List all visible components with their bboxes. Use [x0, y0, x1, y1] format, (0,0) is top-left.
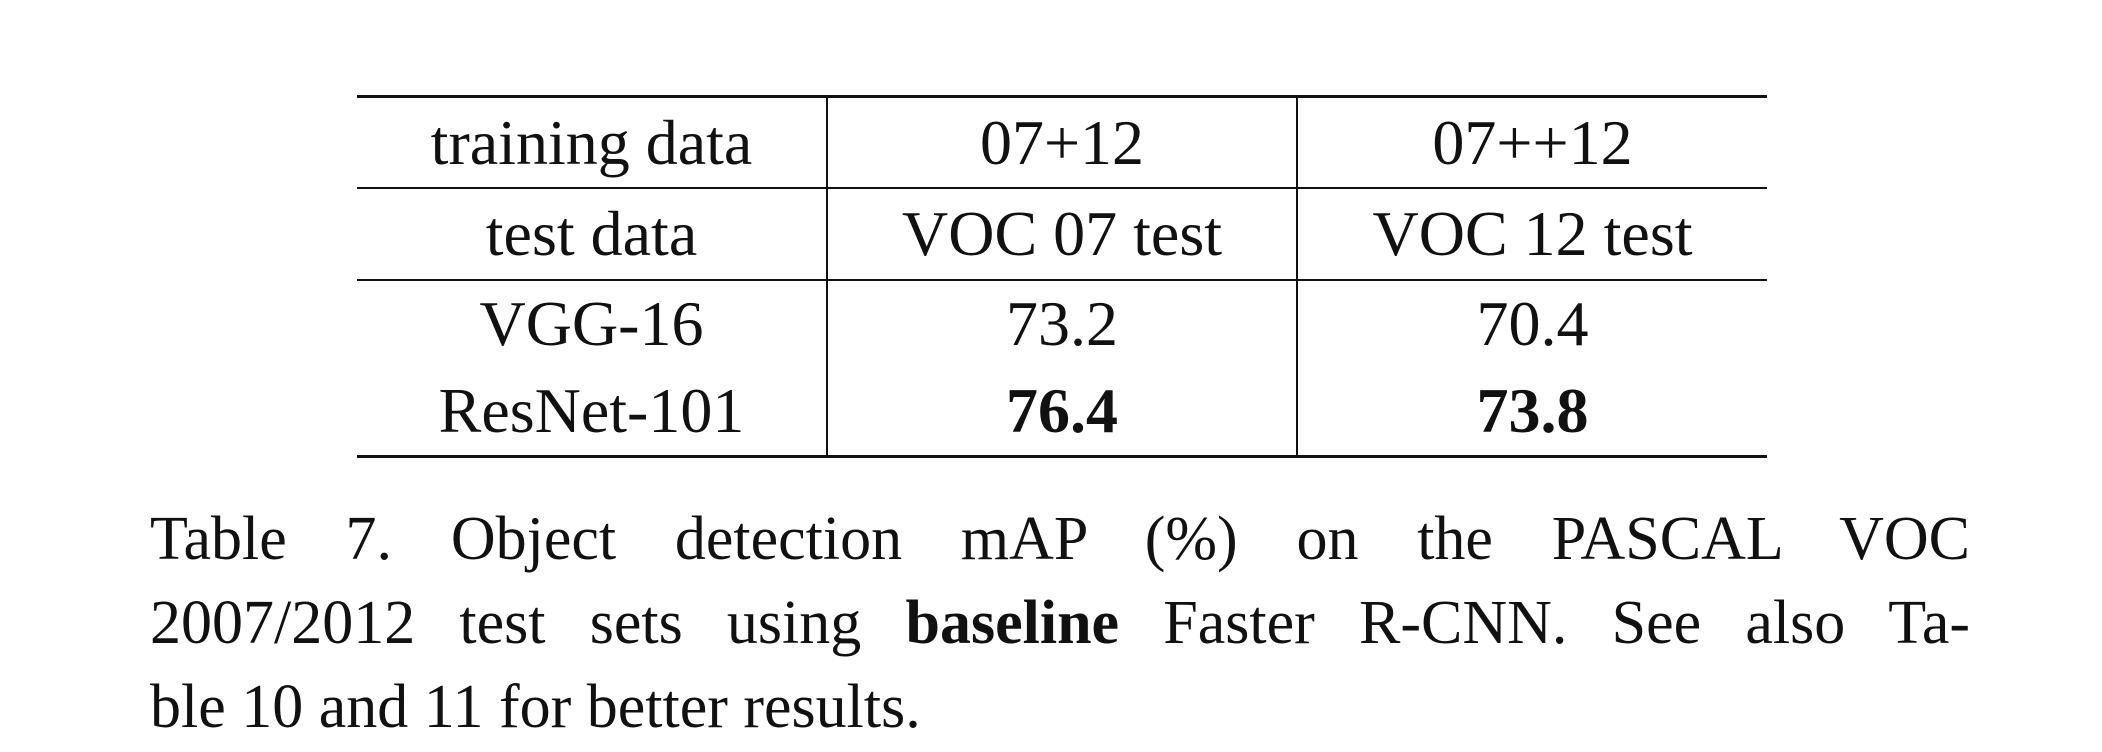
- map-voc12: 70.4: [1296, 279, 1767, 367]
- test-set-voc12: VOC 12 test: [1296, 187, 1767, 280]
- caption-line-3: ble 10 and 11 for better results.: [150, 673, 921, 741]
- row-header-test: test data: [357, 187, 827, 280]
- training-set-voc12: 07++12: [1296, 95, 1767, 188]
- table-row: ResNet-101 76.4 73.8: [357, 367, 1767, 458]
- map-voc07: 73.2: [826, 279, 1297, 367]
- training-data-row: training data 07+12 07++12: [357, 95, 1767, 188]
- caption-line-2: 2007/2012 test sets using baseline Faste…: [150, 581, 1970, 665]
- model-name: VGG-16: [357, 279, 827, 367]
- test-set-voc07: VOC 07 test: [826, 187, 1297, 280]
- table-caption: Table 7. Object detection mAP (%) on the…: [150, 497, 1970, 749]
- caption-emphasis: baseline: [905, 589, 1120, 657]
- caption-text: 2007/2012 test sets using: [150, 589, 906, 657]
- map-voc07-best: 76.4: [826, 367, 1297, 458]
- caption-text: Faster R-CNN. See also Ta-: [1119, 589, 1970, 657]
- row-header-training: training data: [357, 95, 827, 188]
- results-table: training data 07+12 07++12 test data VOC…: [357, 95, 1767, 458]
- caption-line-1: Table 7. Object detection mAP (%) on the…: [150, 505, 1970, 573]
- model-name: ResNet-101: [357, 367, 827, 458]
- table-row: VGG-16 73.2 70.4: [357, 279, 1767, 367]
- training-set-voc07: 07+12: [826, 95, 1297, 188]
- test-data-row: test data VOC 07 test VOC 12 test: [357, 187, 1767, 280]
- map-voc12-best: 73.8: [1296, 367, 1767, 458]
